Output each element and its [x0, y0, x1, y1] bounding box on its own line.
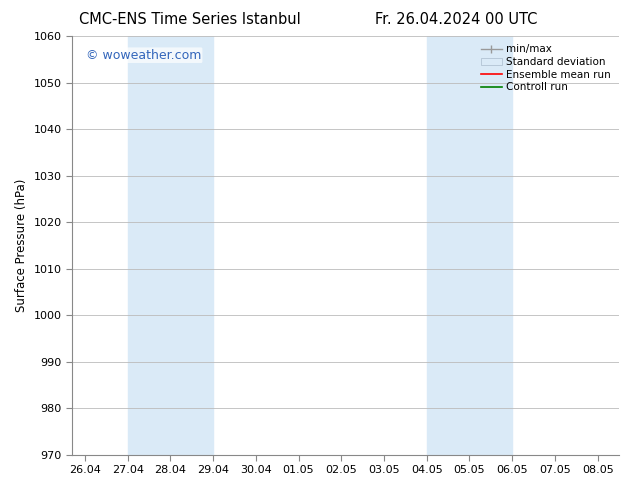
Bar	[127, 36, 213, 455]
Text: CMC-ENS Time Series Istanbul: CMC-ENS Time Series Istanbul	[79, 12, 301, 27]
Text: Fr. 26.04.2024 00 UTC: Fr. 26.04.2024 00 UTC	[375, 12, 538, 27]
Legend: min/max, Standard deviation, Ensemble mean run, Controll run: min/max, Standard deviation, Ensemble me…	[478, 41, 614, 96]
Y-axis label: Surface Pressure (hPa): Surface Pressure (hPa)	[15, 179, 28, 312]
Bar	[427, 36, 512, 455]
Text: © woweather.com: © woweather.com	[86, 49, 201, 62]
